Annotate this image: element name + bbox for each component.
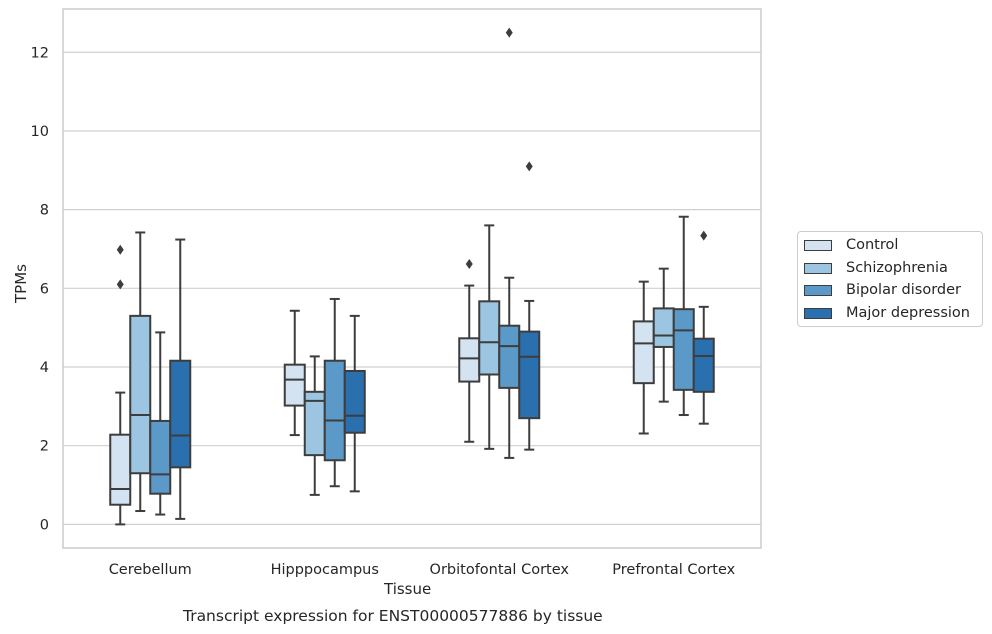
box: [518, 330, 541, 420]
box: [478, 300, 501, 376]
legend-label-control: Control: [846, 237, 899, 253]
legend-swatch-major-depression: [804, 307, 832, 319]
box: [672, 308, 695, 391]
box: [498, 324, 521, 389]
y-tick-label: 10: [31, 124, 49, 140]
box: [169, 359, 192, 469]
legend-item-bipolar: Bipolar disorder: [804, 280, 961, 300]
x-tick-label: Cerebellum: [109, 562, 192, 578]
box: [149, 419, 172, 495]
outlier-point: [116, 279, 124, 290]
legend-swatch-bipolar: [804, 284, 832, 296]
x-axis-label: Tissue: [384, 580, 432, 598]
figure-caption: Transcript expression for ENST0000057788…: [183, 607, 603, 625]
box: [632, 320, 655, 385]
y-tick-label: 8: [40, 203, 49, 219]
box: [652, 307, 675, 348]
y-tick-label: 0: [40, 517, 49, 533]
y-tick-label: 2: [40, 439, 49, 455]
outlier-point: [525, 161, 533, 172]
x-tick-label: Orbitofontal Cortex: [430, 562, 570, 578]
legend-item-major-depression: Major depression: [804, 303, 970, 323]
y-tick-label: 4: [40, 360, 49, 376]
legend: Control Schizophrenia Bipolar disorder M…: [797, 231, 983, 327]
y-tick-label: 12: [31, 45, 49, 61]
outlier-point: [505, 27, 513, 38]
legend-label-major-depression: Major depression: [846, 305, 970, 321]
box: [323, 359, 346, 462]
y-axis-label: TPMs: [12, 264, 30, 303]
box: [129, 314, 152, 475]
outlier-point: [116, 244, 124, 255]
box: [283, 363, 306, 407]
legend-label-schizophrenia: Schizophrenia: [846, 260, 948, 276]
y-tick-label: 6: [40, 281, 49, 297]
box: [343, 369, 366, 434]
outlier-point: [700, 230, 708, 241]
legend-swatch-control: [804, 239, 832, 251]
legend-label-bipolar: Bipolar disorder: [846, 282, 961, 298]
x-tick-label: Hipppocampus: [271, 562, 379, 578]
box: [458, 337, 481, 383]
box: [692, 337, 715, 393]
box: [109, 433, 132, 506]
plot-frame: [62, 8, 762, 549]
x-tick-label: Prefrontal Cortex: [612, 562, 735, 578]
legend-swatch-schizophrenia: [804, 262, 832, 274]
legend-item-schizophrenia: Schizophrenia: [804, 258, 948, 278]
outlier-point: [465, 258, 473, 269]
legend-item-control: Control: [804, 235, 898, 255]
